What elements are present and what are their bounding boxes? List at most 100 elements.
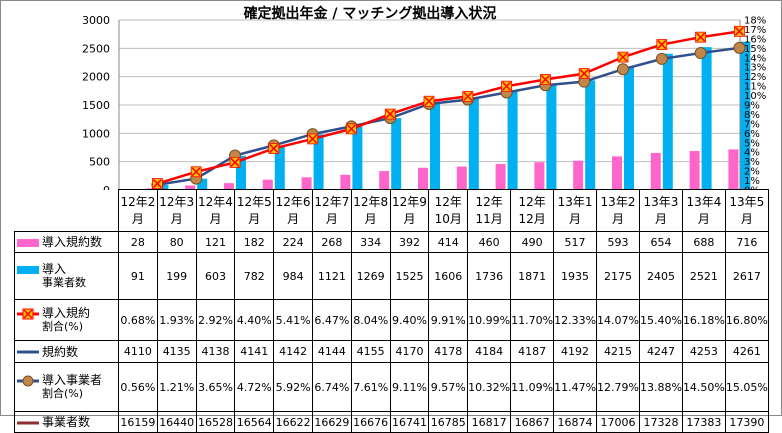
point-employer-ratio (694, 47, 707, 60)
right-tick-label: 4% (744, 148, 760, 159)
legend-key-icon (17, 238, 39, 247)
table-cell: 5.41% (273, 299, 313, 341)
bar-introduced-plans (612, 156, 622, 190)
category-header: 12年2 月 (118, 189, 158, 232)
table-cell: 16.18% (681, 299, 726, 341)
category-header: 12年9 月 (389, 189, 430, 232)
right-tick-label: 7% (744, 119, 760, 130)
table-cell: 16867 (510, 411, 555, 433)
table-cell: 4192 (553, 340, 598, 363)
row-label-text: 事業者数 (42, 415, 91, 429)
bar-introduced-plans (262, 179, 273, 190)
category-label: 月 (287, 211, 300, 226)
table-cell: 716 (724, 231, 769, 253)
bar-introduced-plans (495, 163, 506, 190)
legend-key-icon (17, 350, 39, 354)
category-label: 12年6 (275, 194, 311, 209)
table-cell: 1525 (389, 252, 430, 300)
point-plan-ratio-cross (657, 40, 667, 50)
table-row: 事業者数 16159 16440 16528 16564 16622 16629 16676 1… (14, 411, 769, 433)
category-header: 12年6 月 (273, 189, 313, 232)
point-employer-ratio (655, 52, 668, 65)
table-cell: 9.40% (389, 299, 430, 341)
right-tick-label: 5% (744, 138, 760, 149)
table-corner (14, 189, 119, 232)
bar-introduced-plans (534, 162, 545, 190)
category-label: 13年4 (686, 194, 722, 209)
table-cell: 80 (156, 231, 197, 253)
point-plan-ratio-cross (463, 91, 473, 101)
row-label-text: 導入事業者 (42, 373, 103, 387)
point-plan-ratio-cross (424, 96, 434, 106)
point-plan-ratio-cross (346, 124, 356, 134)
category-label: 11月 (475, 211, 503, 226)
table-row: 導入 事業者数 91 199 603 782 984 1121 1269 1525 1606 1736… (14, 252, 769, 300)
legend-key-icon (17, 421, 39, 424)
bar-introduced-plans (650, 152, 661, 190)
category-header: 12年3 月 (156, 189, 197, 232)
legend-key-icon (17, 375, 39, 386)
bar-introduced-plans (456, 166, 467, 190)
bar-introduced-plans (573, 160, 584, 190)
bar-introduced-employers (662, 53, 673, 190)
category-label: 月 (325, 211, 338, 226)
table-cell: 4178 (428, 340, 469, 363)
category-label: 10月 (434, 211, 462, 226)
table-cell: 15.40% (638, 299, 683, 341)
table-cell: 14.50% (681, 362, 726, 412)
table-cell: 15.05% (724, 362, 769, 412)
category-header: 13年4 月 (681, 189, 726, 232)
table-cell: 414 (428, 231, 469, 253)
table-cell: 0.56% (118, 362, 158, 412)
point-employer-ratio (733, 41, 746, 54)
table-cell: 4215 (596, 340, 640, 363)
category-label: 月 (131, 211, 144, 226)
table-cell: 9.11% (389, 362, 430, 412)
row-label: 規約数 (14, 340, 119, 363)
table-cell: 984 (273, 252, 313, 300)
table-cell: 10.99% (467, 299, 512, 341)
category-label: 13年1 (557, 194, 593, 209)
table-cell: 13.88% (638, 362, 683, 412)
table-cell: 9.91% (428, 299, 469, 341)
table-cell: 517 (553, 231, 598, 253)
category-label: 13年2 (600, 194, 636, 209)
category-label: 月 (170, 211, 183, 226)
table-cell: 460 (467, 231, 512, 253)
table-cell: 1871 (510, 252, 555, 300)
table-row: 導入規約数 28 80 121 182 224 268 334 392 414 460 490 517 5… (14, 231, 769, 253)
table-cell: 16741 (389, 411, 430, 433)
category-header: 13年1 月 (553, 189, 598, 232)
category-label: 月 (364, 211, 377, 226)
table-cell: 603 (195, 252, 236, 300)
table-cell: 199 (156, 252, 197, 300)
table-cell: 91 (118, 252, 158, 300)
table-cell: 4170 (389, 340, 430, 363)
legend-key-icon (17, 308, 39, 319)
right-tick-label: 3% (744, 157, 760, 168)
bar-introduced-employers (313, 134, 324, 190)
table-cell: 16629 (311, 411, 352, 433)
table-cell: 4.40% (234, 299, 275, 341)
line-employer-ratio (157, 46, 740, 186)
point-plan-ratio-cross (618, 52, 628, 62)
table-cell: 4135 (156, 340, 197, 363)
table-cell: 6.74% (311, 362, 352, 412)
chart-title: 確定拠出年金 / マッチング拠出導入状況 (244, 5, 497, 22)
row-label: 導入規約数 (14, 231, 119, 253)
table-cell: 11.70% (510, 299, 555, 341)
category-header: 13年5 月 (724, 189, 769, 232)
bar-introduced-employers (352, 126, 363, 190)
point-plan-ratio-cross (308, 134, 318, 144)
bar-introduced-employers (158, 184, 169, 190)
table-cell: 334 (350, 231, 391, 253)
category-label: 月 (654, 211, 667, 226)
bar-series (119, 41, 751, 190)
table-cell: 4110 (118, 340, 158, 363)
category-label: 12年3 (159, 194, 195, 209)
row-label-subtext: 割合(%) (42, 387, 84, 400)
category-label: 12年4 (198, 194, 233, 209)
bar-introduced-employers (468, 98, 479, 190)
point-plan-ratio-cross (579, 69, 589, 79)
table-cell: 1935 (553, 252, 598, 300)
